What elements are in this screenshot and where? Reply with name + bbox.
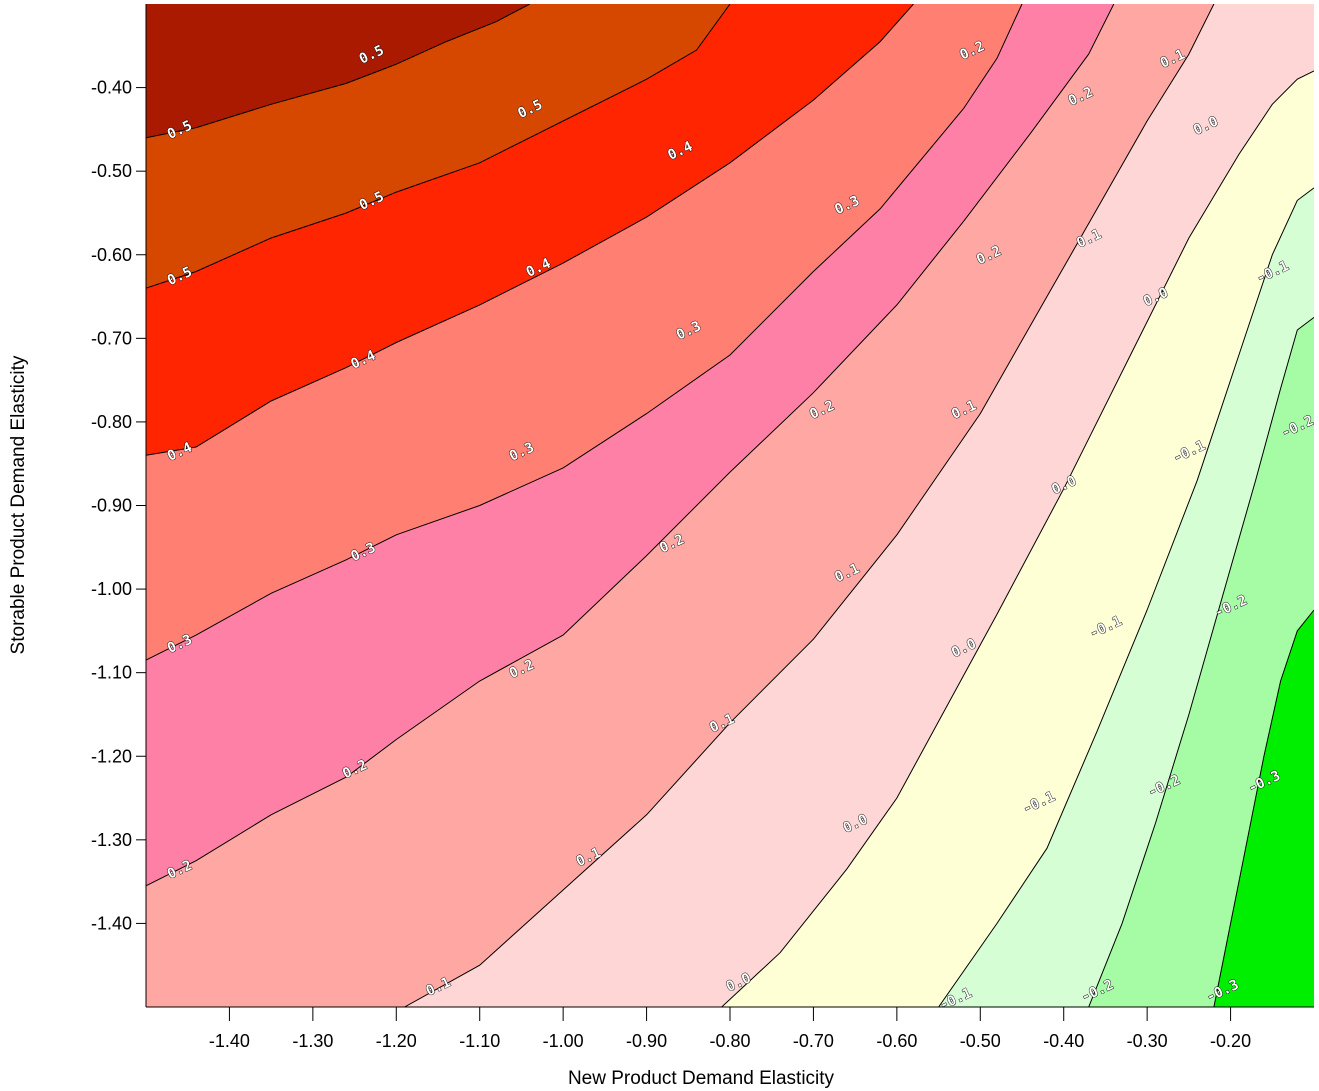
x-tick-label: -1.30 — [292, 1031, 333, 1051]
contour-line — [938, 187, 1314, 1007]
x-tick-label: -1.10 — [459, 1031, 500, 1051]
y-tick-label: -0.90 — [91, 496, 132, 516]
contour-bands — [146, 4, 1314, 1007]
y-tick-label: -1.20 — [91, 746, 132, 766]
y-tick-label: -1.00 — [91, 579, 132, 599]
x-axis-title: New Product Demand Elasticity — [568, 1068, 835, 1089]
x-tick-label: -0.70 — [793, 1031, 834, 1051]
y-axis-ticks: -0.40 -0.50 -0.60 -0.70 -0.80 -0.90 -1.00 -1.10… — [91, 78, 146, 933]
contour-line — [146, 4, 1115, 887]
contour-line — [146, 4, 1023, 661]
x-tick-label: -0.50 — [960, 1031, 1001, 1051]
x-axis-ticks: -1.40 -1.30 -1.20 -1.10 -1.00 -0.90 -0.80 -0.70… — [209, 1007, 1251, 1051]
x-tick-label: -0.20 — [1210, 1031, 1251, 1051]
y-tick-label: -0.40 — [91, 78, 132, 98]
x-tick-label: -1.20 — [376, 1031, 417, 1051]
x-tick-label: -0.90 — [626, 1031, 667, 1051]
x-tick-label: -0.30 — [1127, 1031, 1168, 1051]
contour-line — [146, 4, 731, 289]
contour-line — [146, 4, 531, 139]
contour-line — [1213, 609, 1314, 1007]
x-tick-label: -0.80 — [709, 1031, 750, 1051]
x-tick-label: -1.00 — [543, 1031, 584, 1051]
y-tick-label: -0.60 — [91, 245, 132, 265]
x-tick-label: -0.60 — [876, 1031, 917, 1051]
contour-line — [1088, 317, 1314, 1007]
y-tick-label: -1.40 — [91, 913, 132, 933]
y-tick-label: -0.80 — [91, 412, 132, 432]
y-tick-label: -1.10 — [91, 663, 132, 683]
contour-line — [146, 4, 914, 456]
x-tick-label: -1.40 — [209, 1031, 250, 1051]
x-tick-label: -0.40 — [1043, 1031, 1084, 1051]
y-tick-label: -1.30 — [91, 830, 132, 850]
y-axis-title: Storable Product Demand Elasticity — [8, 355, 29, 654]
contour-line — [404, 4, 1215, 1007]
y-tick-label: -0.70 — [91, 328, 132, 348]
contour-line — [721, 70, 1314, 1007]
contour-lines — [146, 4, 1314, 1007]
contour-band — [1213, 610, 1314, 1007]
y-tick-label: -0.50 — [91, 161, 132, 181]
